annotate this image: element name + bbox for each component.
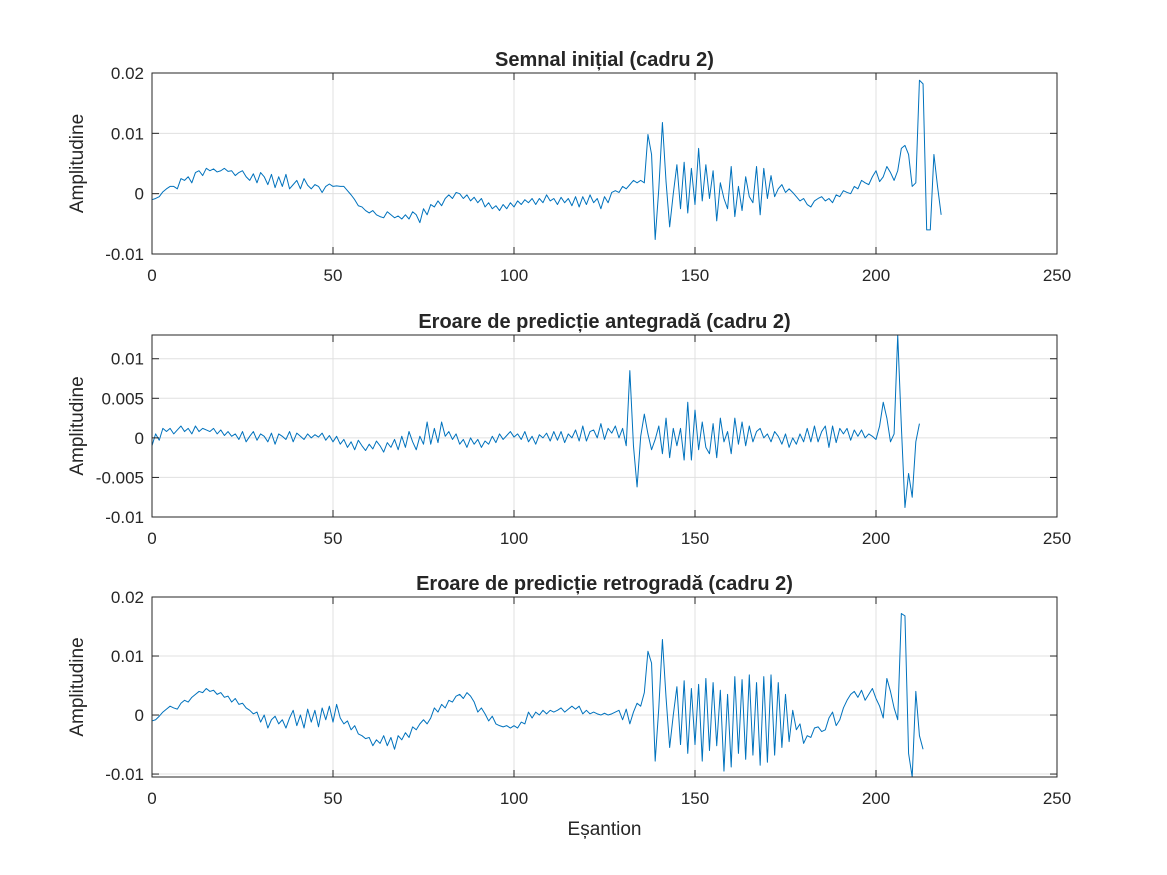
subplot-3-x-tick-label: 0	[147, 789, 156, 808]
subplot-2-y-tick-label: -0.005	[96, 468, 144, 487]
subplot-2: 0 50 100 150 200 250 -0.01 -0.005 0 0.005 0.01 Er…	[67, 311, 1071, 548]
subplot-1-series	[151, 79, 942, 241]
subplot-3-x-tick-label: 100	[500, 789, 528, 808]
subplot-2-y-tick-label: 0	[135, 429, 144, 448]
subplot-2-x-tick-label: 150	[681, 529, 709, 548]
subplot-3-x-axis-label: Eșantion	[568, 819, 642, 840]
subplot-1-title: Semnal inițial (cadru 2)	[495, 49, 714, 71]
subplot-1-y-tick-label: 0.01	[111, 124, 144, 143]
subplot-1-axes-box	[151, 72, 1058, 255]
subplot-2-y-tick-label: -0.01	[105, 508, 144, 527]
subplot-3-y-tick-label: 0.01	[111, 647, 144, 666]
subplot-3-y-tick-label: 0	[135, 706, 144, 725]
subplot-3-x-tick-label: 50	[324, 789, 343, 808]
subplot-1-x-tick-label: 50	[324, 266, 343, 285]
subplot-3-x-tick-label: 200	[862, 789, 890, 808]
subplot-2-axes-box	[151, 334, 1058, 518]
subplot-2-y-axis-label: Amplitudine	[67, 376, 88, 475]
subplot-2-x-tick-label: 100	[500, 529, 528, 548]
subplot-1-x-tick-label: 150	[681, 266, 709, 285]
subplot-2-y-ticks: -0.01 -0.005 0 0.005 0.01	[96, 350, 1057, 527]
subplot-1-x-tick-label: 250	[1043, 266, 1071, 285]
subplot-3-series	[151, 613, 924, 778]
subplot-2-x-tick-label: 200	[862, 529, 890, 548]
subplot-1-y-axis-label: Amplitudine	[67, 114, 88, 213]
subplot-1-series-line	[151, 79, 942, 241]
subplot-2-y-tick-label: 0.01	[111, 350, 144, 369]
subplot-2-x-tick-label: 250	[1043, 529, 1071, 548]
subplot-1-x-tick-label: 100	[500, 266, 528, 285]
subplot-3-title: Eroare de predicție retrogradă (cadru 2)	[416, 573, 793, 595]
subplot-3-y-tick-label: 0.02	[111, 588, 144, 607]
subplot-3-axes-box	[151, 596, 1058, 778]
subplot-1-x-tick-label: 0	[147, 266, 156, 285]
subplot-1-y-tick-label: 0.02	[111, 64, 144, 83]
subplot-3-y-ticks: -0.01 0 0.01 0.02	[105, 588, 1057, 784]
subplot-3-x-tick-label: 250	[1043, 789, 1071, 808]
subplot-1-x-tick-label: 200	[862, 266, 890, 285]
subplot-3-series-line	[151, 613, 924, 778]
subplot-2-x-ticks: 0 50 100 150 200 250	[147, 335, 1071, 548]
subplot-1-y-ticks: -0.01 0 0.01 0.02	[105, 64, 1057, 264]
subplot-2-x-tick-label: 0	[147, 529, 156, 548]
subplot-2-title: Eroare de predicție antegradă (cadru 2)	[418, 311, 790, 333]
subplot-2-series-line	[151, 334, 920, 508]
subplot-3-x-ticks: 0 50 100 150 200 250	[147, 597, 1071, 808]
subplot-2-series	[151, 334, 920, 508]
subplot-1-y-tick-label: -0.01	[105, 245, 144, 264]
subplot-2-x-tick-label: 50	[324, 529, 343, 548]
subplot-1-y-tick-label: 0	[135, 185, 144, 204]
subplot-3-x-tick-label: 150	[681, 789, 709, 808]
subplot-1-x-ticks: 0 50 100 150 200 250	[147, 73, 1071, 285]
subplot-3-y-tick-label: -0.01	[105, 765, 144, 784]
subplot-2-y-tick-label: 0.005	[101, 389, 144, 408]
subplot-3-y-axis-label: Amplitudine	[67, 637, 88, 736]
